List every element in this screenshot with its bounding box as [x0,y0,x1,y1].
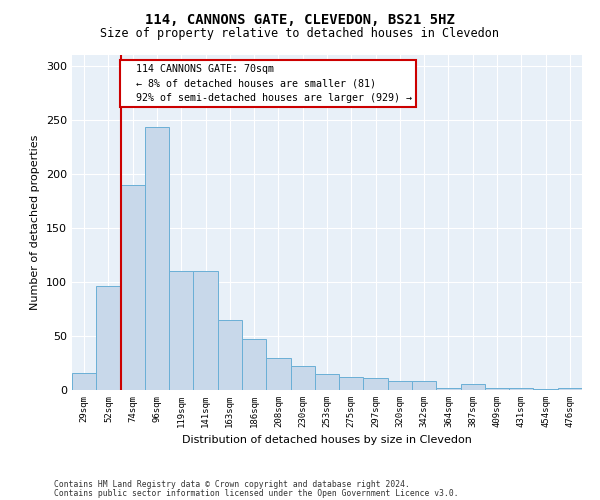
Bar [96,286,121,390]
Bar [412,382,436,390]
Y-axis label: Number of detached properties: Number of detached properties [31,135,40,310]
Bar [339,377,364,390]
Bar [169,271,193,390]
Text: Contains public sector information licensed under the Open Government Licence v3: Contains public sector information licen… [54,488,458,498]
Bar [290,366,315,390]
Bar [558,388,582,390]
Bar [436,388,461,390]
Text: Contains HM Land Registry data © Crown copyright and database right 2024.: Contains HM Land Registry data © Crown c… [54,480,410,489]
Bar [485,388,509,390]
Bar [533,389,558,390]
Bar [509,388,533,390]
Bar [72,372,96,390]
Bar [315,374,339,390]
Text: Size of property relative to detached houses in Clevedon: Size of property relative to detached ho… [101,28,499,40]
Bar [193,271,218,390]
Bar [121,184,145,390]
Bar [364,378,388,390]
Text: 114, CANNONS GATE, CLEVEDON, BS21 5HZ: 114, CANNONS GATE, CLEVEDON, BS21 5HZ [145,12,455,26]
Bar [242,339,266,390]
Bar [266,358,290,390]
Text: 114 CANNONS GATE: 70sqm
  ← 8% of detached houses are smaller (81)
  92% of semi: 114 CANNONS GATE: 70sqm ← 8% of detached… [124,64,412,103]
Bar [145,128,169,390]
Bar [218,320,242,390]
X-axis label: Distribution of detached houses by size in Clevedon: Distribution of detached houses by size … [182,436,472,446]
Bar [461,384,485,390]
Bar [388,382,412,390]
